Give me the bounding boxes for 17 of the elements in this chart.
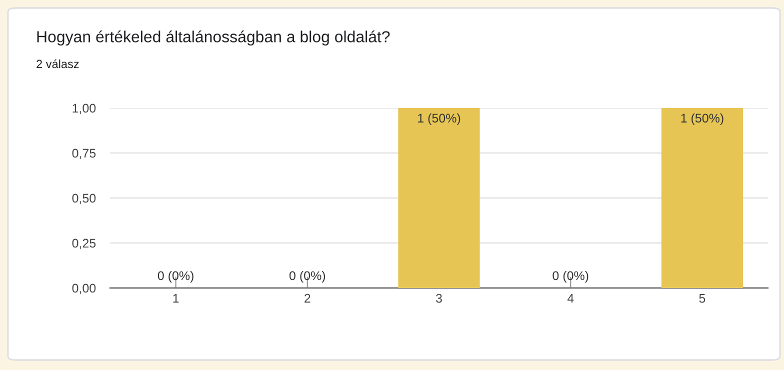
data-label: 0 (0%) [289, 270, 326, 283]
data-label: 1 (50%) [681, 113, 724, 126]
x-tick-label: 5 [699, 294, 706, 303]
y-tick-label: 0,00 [72, 284, 96, 294]
data-label: 1 (50%) [418, 113, 460, 126]
data-label: 0 (0%) [158, 270, 194, 283]
x-tick-label: 4 [567, 294, 574, 303]
data-label: 0 (0%) [552, 270, 588, 283]
y-tick-label: 0,75 [72, 148, 96, 160]
x-tick-label: 1 [173, 294, 179, 303]
y-tick-label: 1,00 [72, 104, 96, 114]
x-tick-label: 2 [304, 294, 310, 303]
chart-title: Hogyan értékeled általánosságban a blog oldalát? [37, 30, 390, 46]
chart-subtitle: 2 válasz [36, 59, 79, 68]
x-tick-label: 3 [436, 294, 442, 303]
y-tick-label: 0,50 [72, 194, 96, 204]
y-tick-label: 0,25 [72, 238, 96, 250]
